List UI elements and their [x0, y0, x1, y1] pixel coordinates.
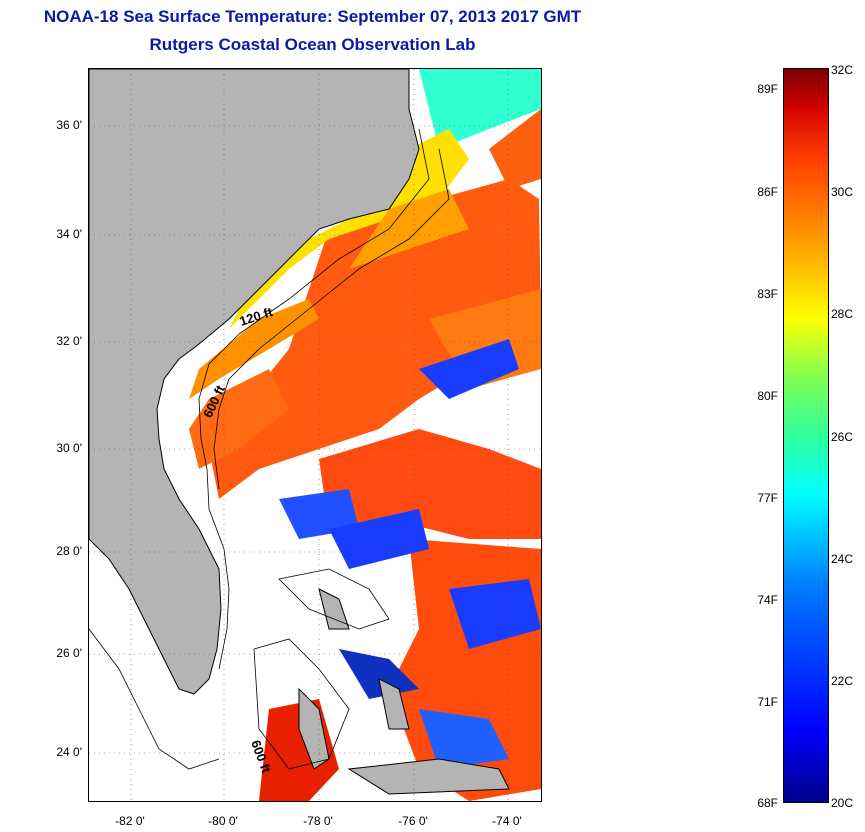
lon-label-76: -76 0' — [398, 814, 428, 828]
colorbar-c-32: 32C — [831, 63, 854, 77]
lat-label-36: 36 0' — [56, 118, 82, 132]
colorbar-c-20: 20C — [831, 796, 854, 810]
colorbar-f-77: 77F — [757, 491, 778, 505]
islands — [298, 588, 510, 795]
lat-label-34: 34 0' — [56, 227, 82, 241]
sst-map: 120 ft 600 ft 600 ft — [88, 68, 542, 802]
colorbar-f-89: 89F — [757, 82, 778, 96]
lon-label-80: -80 0' — [208, 814, 238, 828]
lat-label-32: 32 0' — [56, 334, 82, 348]
colorbar-c-28: 28C — [831, 307, 854, 321]
lon-label-82: -82 0' — [115, 814, 145, 828]
lat-label-28: 28 0' — [56, 544, 82, 558]
depth-contours — [89, 128, 450, 770]
graticule — [89, 69, 541, 801]
map-subtitle: Rutgers Coastal Ocean Observation Lab — [149, 35, 476, 54]
lon-label-78: -78 0' — [303, 814, 333, 828]
land-mass — [89, 69, 420, 695]
map-title: NOAA-18 Sea Surface Temperature: Septemb… — [43, 7, 582, 26]
temperature-colorbar — [783, 68, 829, 803]
colorbar-c-22: 22C — [831, 674, 854, 688]
colorbar-c-30: 30C — [831, 185, 854, 199]
lat-label-26: 26 0' — [56, 646, 82, 660]
colorbar-f-71: 71F — [757, 695, 778, 709]
colorbar-f-80: 80F — [757, 389, 778, 403]
colorbar-f-74: 74F — [757, 593, 778, 607]
colorbar-f-83: 83F — [757, 287, 778, 301]
lon-label-74: -74 0' — [492, 814, 522, 828]
sst-map-graphic — [89, 69, 541, 801]
colorbar-c-26: 26C — [831, 430, 854, 444]
lat-label-30: 30 0' — [56, 441, 82, 455]
colorbar-f-86: 86F — [757, 185, 778, 199]
colorbar-f-68: 68F — [757, 796, 778, 810]
colorbar-c-24: 24C — [831, 552, 854, 566]
lat-label-24: 24 0' — [56, 745, 82, 759]
